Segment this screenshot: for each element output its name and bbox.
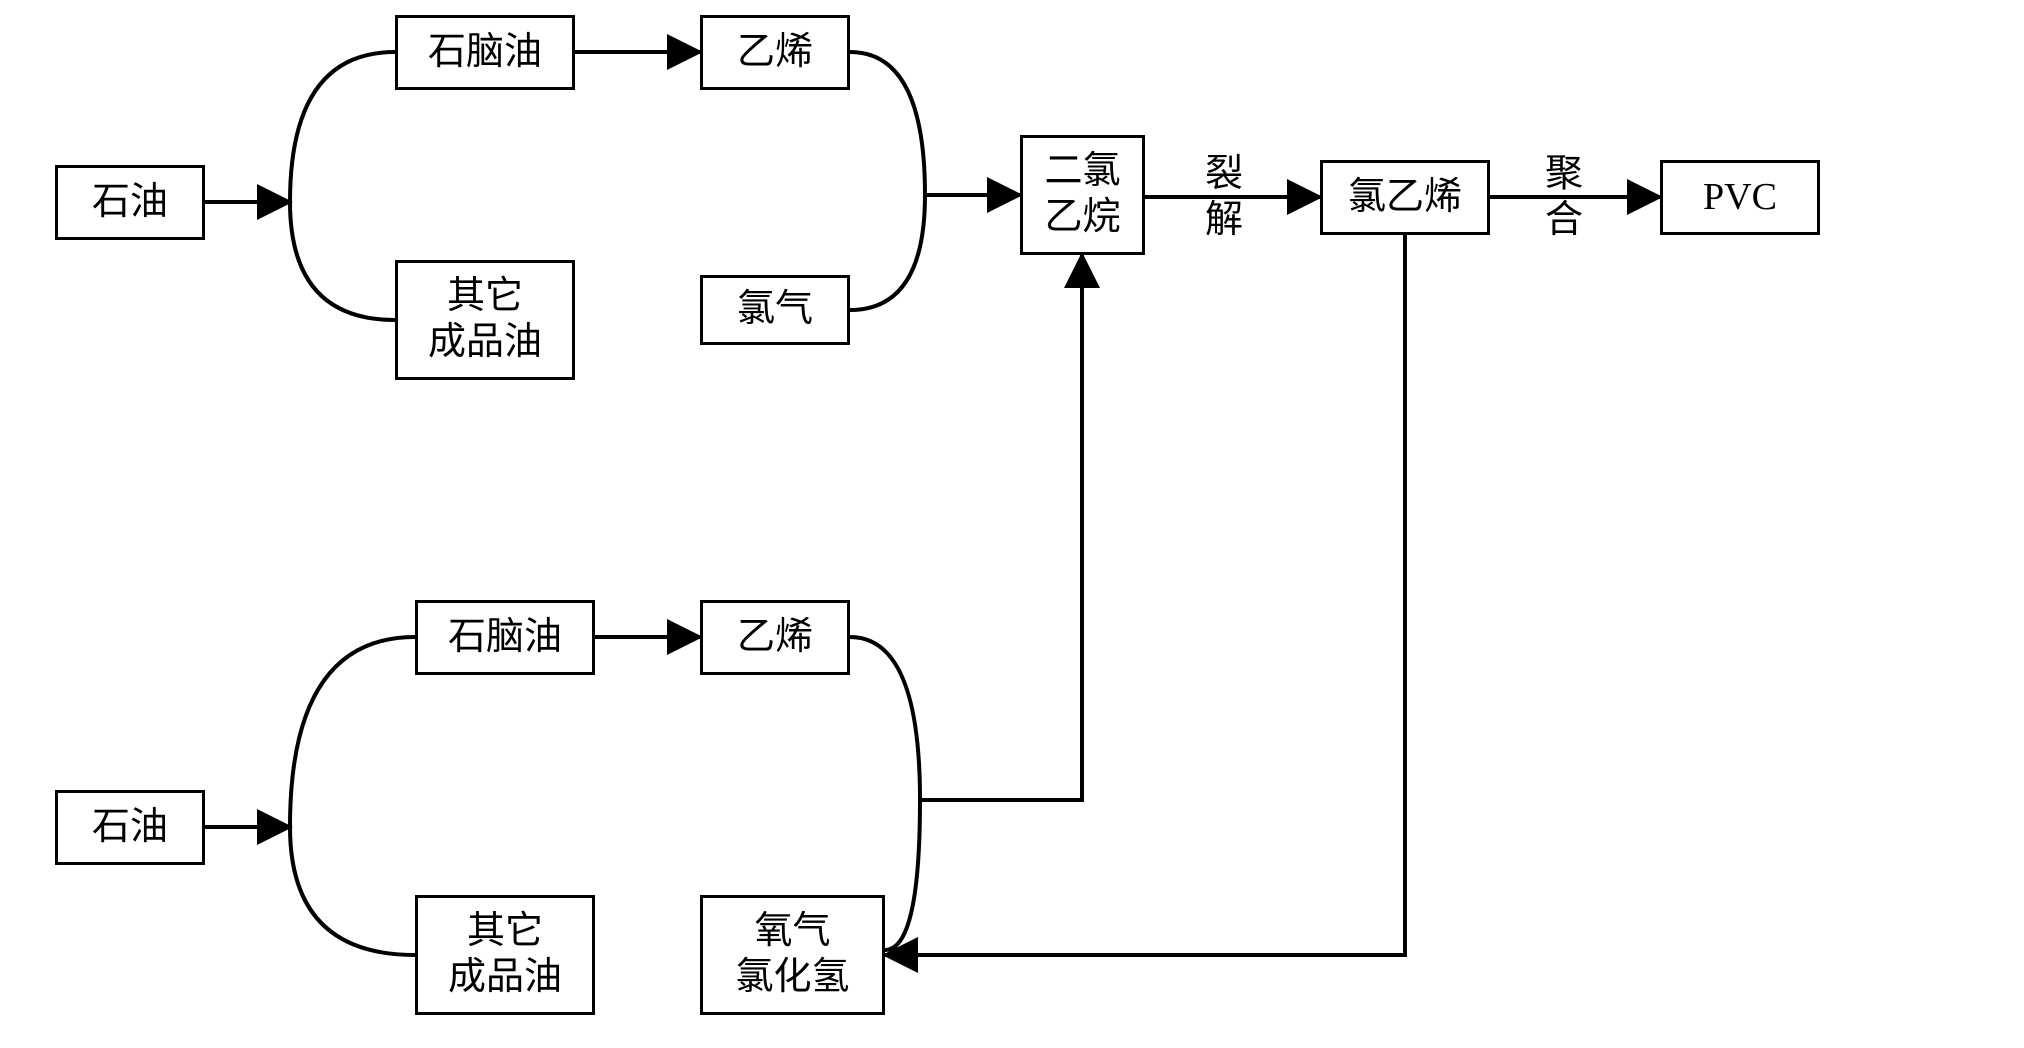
edge-e-ethyl1-down bbox=[850, 52, 925, 195]
node-petro1: 石油 bbox=[55, 165, 205, 240]
node-vcm: 氯乙烯 bbox=[1320, 160, 1490, 235]
edge-e-ethyl2-down bbox=[850, 637, 920, 800]
node-o2hcl: 氧气 氯化氢 bbox=[700, 895, 885, 1015]
node-other2: 其它 成品油 bbox=[415, 895, 595, 1015]
edge-e-split2-bot bbox=[290, 827, 415, 955]
node-ethyl2: 乙烯 bbox=[700, 600, 850, 675]
edge-e-join2-dce bbox=[920, 255, 1082, 800]
node-dce: 二氯 乙烷 bbox=[1020, 135, 1145, 255]
edge-e-o2hcl-up bbox=[885, 800, 920, 950]
node-cl2: 氯气 bbox=[700, 275, 850, 345]
edge-e-vcm-feedback bbox=[885, 235, 1405, 955]
edges-layer bbox=[0, 0, 2024, 1048]
edge-label-lbl-poly: 聚 合 bbox=[1545, 152, 1583, 243]
edge-e-cl2-up bbox=[850, 195, 925, 310]
edge-e-split2-top bbox=[290, 637, 415, 827]
node-pvc: PVC bbox=[1660, 160, 1820, 235]
node-naphtha2: 石脑油 bbox=[415, 600, 595, 675]
node-other1: 其它 成品油 bbox=[395, 260, 575, 380]
node-petro2: 石油 bbox=[55, 790, 205, 865]
edge-e-split1-bot bbox=[290, 202, 395, 320]
node-naphtha1: 石脑油 bbox=[395, 15, 575, 90]
edge-e-split1-top bbox=[290, 52, 395, 202]
edge-label-lbl-crack: 裂 解 bbox=[1205, 152, 1243, 243]
flowchart-canvas: 石油石脑油其它 成品油乙烯氯气二氯 乙烷氯乙烯PVC石油石脑油其它 成品油乙烯氧… bbox=[0, 0, 2024, 1048]
node-ethyl1: 乙烯 bbox=[700, 15, 850, 90]
